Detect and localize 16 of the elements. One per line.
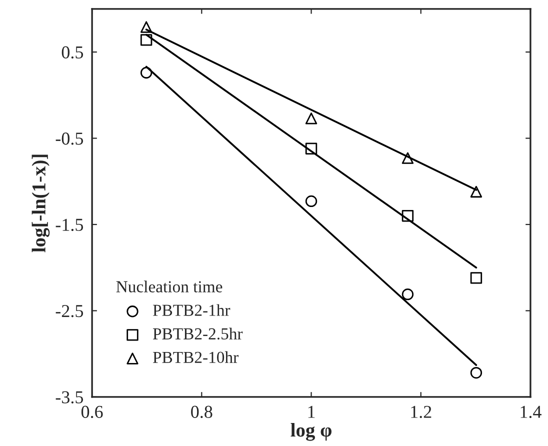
x-tick-label: 1.4: [520, 406, 542, 418]
legend-label: PBTB2-10hr: [152, 351, 238, 364]
x-axis-title: log φ: [290, 423, 332, 441]
y-tick-label: -0.5: [56, 132, 84, 145]
y-tick-label: 0.5: [62, 46, 84, 59]
legend-label: PBTB2-2.5hr: [152, 328, 243, 340]
x-tick-label: 0.6: [81, 406, 103, 418]
y-axis-title: log[-ln(1-x)]: [32, 154, 50, 252]
legend-title: Nucleation time: [116, 280, 222, 292]
y-tick-label: -2.5: [56, 305, 84, 318]
y-tick-label: -1.5: [56, 218, 84, 232]
legend-label: PBTB2-1hr: [152, 304, 230, 316]
y-tick-label: -3.5: [56, 391, 84, 404]
x-tick-label: 0.8: [191, 406, 212, 418]
x-tick-label: 1.2: [411, 406, 432, 418]
x-tick-label: 1: [308, 406, 315, 418]
